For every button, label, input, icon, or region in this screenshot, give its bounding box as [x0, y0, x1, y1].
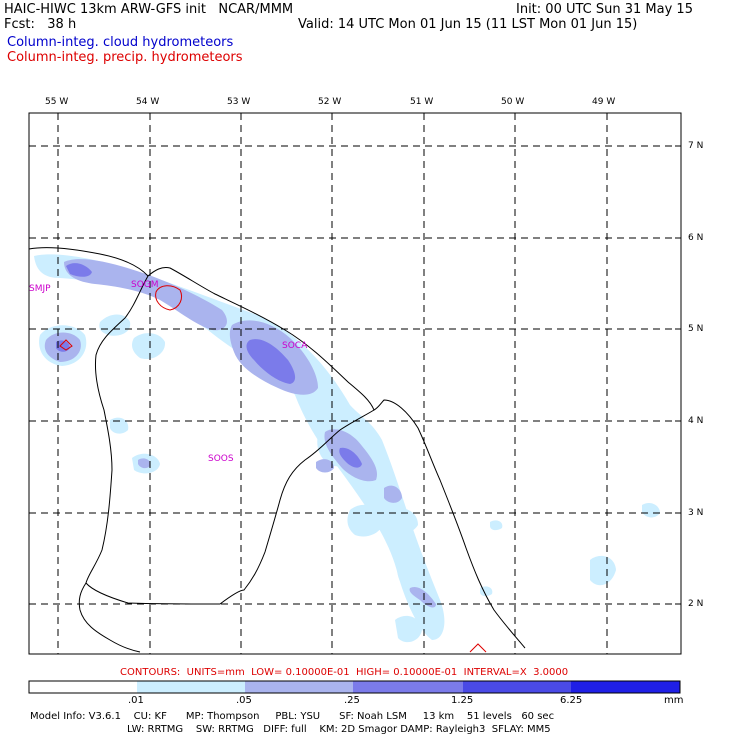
lon-label: 53 W: [227, 97, 251, 107]
lat-lon-grid: [29, 113, 681, 654]
colorbar-tick: 1.25: [451, 695, 474, 706]
colorbar-tick: .01: [128, 695, 144, 706]
lat-label: 3 N: [688, 508, 704, 518]
lon-label: 52 W: [318, 97, 342, 107]
station-label: SOGM: [131, 280, 159, 290]
model-info-line2: LW: RRTMG SW: RRTMG DIFF: full KM: 2D Sm…: [127, 724, 551, 735]
lat-label: 6 N: [688, 233, 704, 243]
field-precip-label: Column-integ. precip. hydrometeors: [7, 50, 243, 65]
colorbar-tick: .05: [236, 695, 252, 706]
model-title: HAIC-HIWC 13km ARW-GFS init NCAR/MMM: [4, 2, 294, 17]
lat-label: 4 N: [688, 416, 704, 426]
tick-marks: [57, 113, 681, 605]
station-label: SMJP: [29, 284, 51, 294]
field-cloud-label: Column-integ. cloud hydrometeors: [7, 35, 234, 50]
colorbar: [28, 680, 681, 694]
station-label: SOCA: [282, 341, 308, 351]
cloud-field: [34, 254, 660, 643]
colorbar-tick: .25: [344, 695, 360, 706]
lon-label: 55 W: [45, 97, 69, 107]
model-info-line1: Model Info: V3.6.1 CU: KF MP: Thompson P…: [30, 711, 555, 722]
lat-label: 2 N: [688, 599, 704, 609]
colorbar-units: mm: [664, 695, 684, 706]
lon-label: 50 W: [501, 97, 525, 107]
init-time: Init: 00 UTC Sun 31 May 15: [516, 2, 693, 17]
valid-time: Valid: 14 UTC Mon 01 Jun 15 (11 LST Mon …: [298, 17, 638, 32]
precip-contours: [59, 285, 487, 653]
lat-label: 5 N: [688, 324, 704, 334]
forecast-hour: Fcst: 38 h: [4, 17, 77, 32]
lon-label: 49 W: [592, 97, 616, 107]
lon-label: 54 W: [136, 97, 160, 107]
map-frame: [28, 112, 682, 655]
contour-note: CONTOURS: UNITS=mm LOW= 0.10000E-01 HIGH…: [120, 667, 569, 678]
lon-label: 51 W: [410, 97, 434, 107]
colorbar-tick: 6.25: [560, 695, 583, 706]
coastline: [28, 247, 526, 653]
station-label: SOOS: [208, 454, 234, 464]
lat-label: 7 N: [688, 141, 704, 151]
